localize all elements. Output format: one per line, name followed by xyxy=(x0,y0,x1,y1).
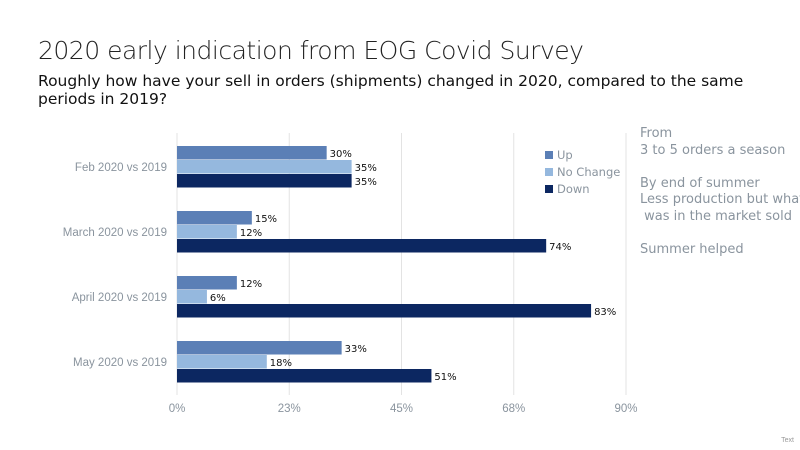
note-line: was in the market sold xyxy=(640,208,792,224)
slide-title: 2020 early indication from EOG Covid Sur… xyxy=(38,36,584,65)
notes: From 3 to 5 orders a season By end of su… xyxy=(640,126,800,258)
x-tick-label: 45% xyxy=(390,403,413,415)
data-label: 83% xyxy=(594,307,616,318)
legend-swatch xyxy=(545,150,553,159)
category-label: March 2020 vs 2019 xyxy=(63,227,167,239)
bar-down xyxy=(177,304,592,318)
data-label: 35% xyxy=(355,177,377,188)
bar-no-change xyxy=(177,355,267,369)
note-line xyxy=(640,159,800,176)
legend-item: Up xyxy=(545,146,620,163)
x-tick-label: 23% xyxy=(278,403,301,415)
note-line: Summer helped xyxy=(640,241,744,257)
legend-label: No Change xyxy=(557,164,621,179)
bar-up xyxy=(177,211,252,225)
note-line: Less production but what xyxy=(640,192,800,207)
bar-down xyxy=(177,239,547,253)
bar-no-change xyxy=(177,225,237,239)
legend-label: Up xyxy=(557,147,573,162)
category-label: May 2020 vs 2019 xyxy=(73,357,167,369)
data-label: 12% xyxy=(240,279,262,290)
legend-item: Down xyxy=(545,180,620,197)
note-line xyxy=(640,225,800,242)
note-line: 3 to 5 orders a season xyxy=(640,142,786,158)
category-label: April 2020 vs 2019 xyxy=(72,292,167,304)
x-tick-label: 90% xyxy=(614,403,637,415)
bar-down xyxy=(177,174,352,188)
data-label: 15% xyxy=(255,214,277,225)
category-label: Feb 2020 vs 2019 xyxy=(75,162,167,174)
footer-text: Text xyxy=(781,437,794,444)
data-label: 18% xyxy=(270,358,292,369)
bar-up xyxy=(177,341,342,355)
data-label: 12% xyxy=(240,228,262,239)
data-label: 30% xyxy=(330,149,352,160)
data-label: 6% xyxy=(210,293,226,304)
note-line: By end of summer xyxy=(640,175,760,191)
legend-swatch xyxy=(545,184,553,193)
legend-item: No Change xyxy=(545,163,620,180)
x-tick-label: 0% xyxy=(169,403,186,415)
legend-swatch xyxy=(545,167,553,176)
note-line: From xyxy=(640,126,673,141)
bar-down xyxy=(177,369,432,383)
data-label: 51% xyxy=(434,372,456,383)
bar-no-change xyxy=(177,290,207,304)
slide-subtitle: Roughly how have your sell in orders (sh… xyxy=(38,72,744,108)
data-label: 33% xyxy=(345,344,367,355)
x-tick-label: 68% xyxy=(502,403,525,415)
data-label: 74% xyxy=(549,242,571,253)
bar-up xyxy=(177,276,237,290)
bar-no-change xyxy=(177,160,352,174)
legend-label: Down xyxy=(557,181,590,196)
bar-up xyxy=(177,146,327,160)
data-label: 35% xyxy=(355,163,377,174)
legend: Up No Change Down xyxy=(545,146,620,197)
